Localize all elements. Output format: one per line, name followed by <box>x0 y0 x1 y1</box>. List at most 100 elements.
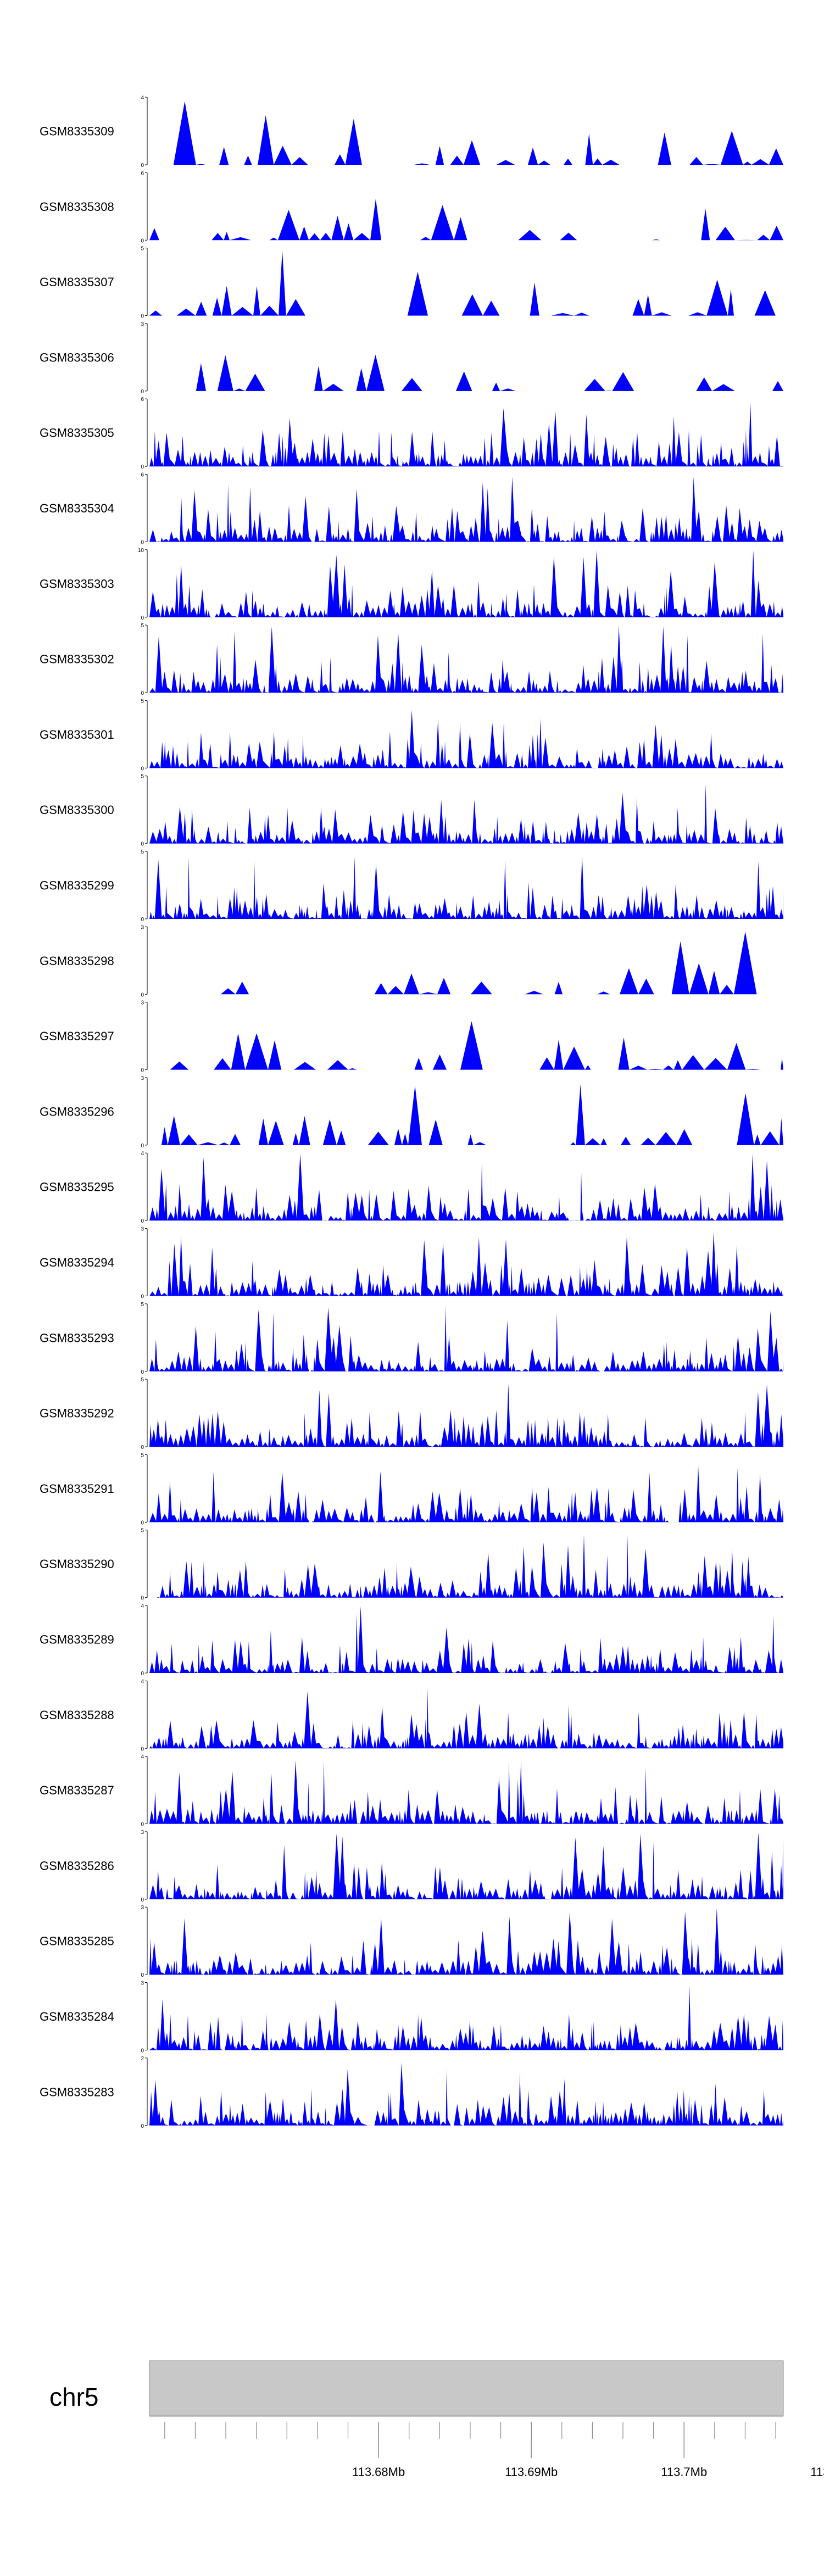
x-tick-label: 113.69Mb <box>505 2465 558 2479</box>
y-tick-label: 0 <box>141 917 144 923</box>
y-tick-label: 4 <box>141 1603 144 1609</box>
track-label: GSM8335283 <box>40 2085 114 2099</box>
y-tick-label: 0 <box>141 1897 144 1903</box>
track-gsm8335292: GSM8335292 5 0 <box>40 1377 783 1451</box>
coverage-area <box>149 250 783 316</box>
track-label: GSM8335293 <box>40 1331 114 1345</box>
coverage-area <box>149 932 758 995</box>
coverage-area <box>149 1534 783 1598</box>
coverage-area <box>149 1384 783 1447</box>
track-label: GSM8335287 <box>40 1783 114 1797</box>
track-label: GSM8335302 <box>40 653 114 666</box>
track-label: GSM8335296 <box>40 1105 114 1118</box>
coverage-area <box>149 625 783 693</box>
track-label: GSM8335294 <box>40 1256 114 1269</box>
y-tick-label: 0 <box>141 1671 144 1677</box>
track-label: GSM8335288 <box>40 1708 114 1722</box>
track-gsm8335304: GSM8335304 6 0 <box>40 472 783 546</box>
y-tick-label: 3 <box>141 1075 144 1081</box>
track-gsm8335308: GSM8335308 6 0 <box>40 170 783 244</box>
track-gsm8335301: GSM8335301 5 0 <box>40 698 783 772</box>
coverage-area <box>149 855 783 919</box>
track-gsm8335290: GSM8335290 5 0 <box>40 1528 783 1602</box>
coverage-area <box>149 1760 783 1824</box>
track-gsm8335303: GSM8335303 10 0 <box>40 548 783 621</box>
coverage-area <box>149 402 783 467</box>
y-tick-label: 0 <box>141 1068 144 1074</box>
y-tick-label: 5 <box>141 1377 144 1383</box>
y-tick-label: 3 <box>141 1226 144 1233</box>
track-gsm8335306: GSM8335306 3 0 <box>40 321 783 395</box>
coverage-area <box>149 1084 783 1145</box>
coverage-tracks: GSM833530940GSM833530860GSM833530750GSM8… <box>40 95 783 2129</box>
y-tick-label: 3 <box>141 1830 144 1836</box>
y-tick-label: 4 <box>141 1151 144 1157</box>
coverage-area <box>149 1306 783 1371</box>
track-gsm8335289: GSM8335289 4 0 <box>40 1603 783 1677</box>
y-tick-label: 5 <box>141 1528 144 1534</box>
coverage-area <box>149 1153 783 1221</box>
y-tick-label: 5 <box>141 623 144 629</box>
y-tick-label: 0 <box>141 1822 144 1828</box>
track-label: GSM8335284 <box>40 2010 114 2023</box>
y-tick-label: 5 <box>141 698 144 704</box>
track-label: GSM8335303 <box>40 577 114 590</box>
y-tick-label: 0 <box>141 314 144 320</box>
track-gsm8335284: GSM8335284 3 0 <box>40 1981 783 2054</box>
x-tick-label: 113.7Mb <box>661 2465 707 2479</box>
track-label: GSM8335301 <box>40 728 114 741</box>
coverage-area <box>149 2062 783 2126</box>
track-gsm8335285: GSM8335285 3 0 <box>40 1905 783 1978</box>
track-label: GSM8335309 <box>40 125 114 138</box>
y-tick-label: 0 <box>141 841 144 847</box>
y-tick-label: 0 <box>141 163 144 169</box>
coverage-area <box>149 1908 783 1975</box>
y-tick-label: 0 <box>141 690 144 696</box>
coverage-area <box>149 784 783 844</box>
track-label: GSM8335286 <box>40 1859 114 1872</box>
track-label: GSM8335297 <box>40 1029 114 1043</box>
y-tick-label: 0 <box>141 1746 144 1752</box>
track-gsm8335287: GSM8335287 4 0 <box>40 1754 783 1828</box>
track-label: GSM8335300 <box>40 803 114 817</box>
coverage-area <box>149 101 783 165</box>
y-tick-label: 0 <box>141 1520 144 1526</box>
genomic-axis: 113.68Mb 113.69Mb 113.7Mb 113.71Mb <box>149 2416 824 2479</box>
track-gsm8335309: GSM8335309 4 0 <box>40 95 783 169</box>
track-label: GSM8335307 <box>40 275 114 289</box>
y-tick-label: 5 <box>141 246 144 252</box>
track-gsm8335307: GSM8335307 5 0 <box>40 246 783 320</box>
y-tick-label: 3 <box>141 1000 144 1006</box>
track-gsm8335291: GSM8335291 5 0 <box>40 1452 783 1526</box>
coverage-area <box>149 1021 783 1070</box>
y-tick-label: 3 <box>141 924 144 930</box>
y-tick-label: 4 <box>141 1679 144 1685</box>
y-tick-label: 0 <box>141 238 144 244</box>
y-tick-label: 0 <box>141 389 144 395</box>
track-gsm8335288: GSM8335288 4 0 <box>40 1679 783 1752</box>
track-gsm8335300: GSM8335300 5 0 <box>40 774 783 847</box>
y-tick-label: 4 <box>141 95 144 101</box>
y-tick-label: 5 <box>141 774 144 780</box>
coverage-area <box>149 710 783 768</box>
y-tick-label: 0 <box>141 992 144 998</box>
chromosome-band <box>149 2360 784 2416</box>
y-tick-label: 0 <box>141 464 144 470</box>
coverage-area <box>149 549 783 617</box>
track-gsm8335286: GSM8335286 3 0 <box>40 1830 783 1903</box>
track-label: GSM8335299 <box>40 879 114 893</box>
y-tick-label: 0 <box>141 1445 144 1451</box>
y-tick-label: 6 <box>141 170 144 176</box>
x-tick-label: 113.71Mb <box>810 2465 824 2479</box>
track-gsm8335305: GSM8335305 6 0 <box>40 397 783 470</box>
track-label: GSM8335308 <box>40 200 114 214</box>
y-tick-label: 3 <box>141 1981 144 1987</box>
track-gsm8335295: GSM8335295 4 0 <box>40 1151 783 1224</box>
y-tick-label: 4 <box>141 1754 144 1760</box>
track-gsm8335296: GSM8335296 3 0 <box>40 1075 783 1149</box>
x-tick-label: 113.68Mb <box>352 2465 405 2479</box>
y-tick-label: 0 <box>141 766 144 772</box>
y-tick-label: 0 <box>141 1596 144 1602</box>
y-tick-label: 3 <box>141 321 144 327</box>
